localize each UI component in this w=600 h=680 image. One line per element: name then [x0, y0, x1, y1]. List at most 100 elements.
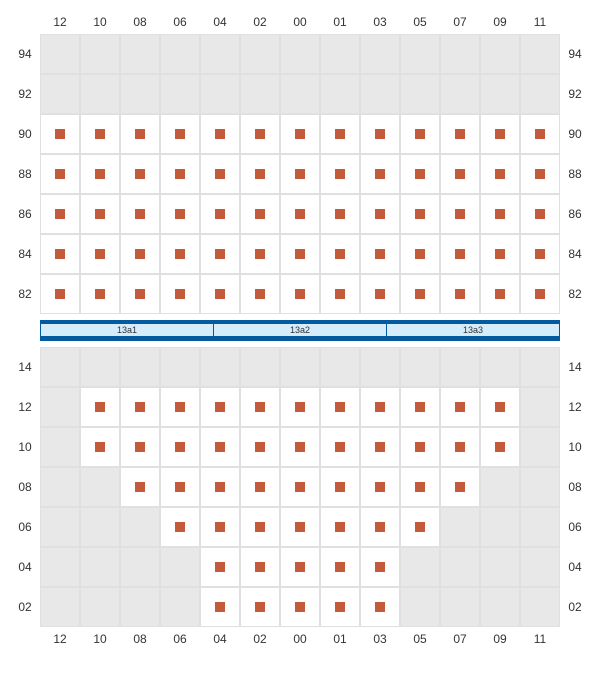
slot-occupied[interactable]	[480, 427, 520, 467]
slot-occupied[interactable]	[320, 274, 360, 314]
slot-occupied[interactable]	[240, 507, 280, 547]
slot-occupied[interactable]	[480, 154, 520, 194]
slot-empty[interactable]	[480, 507, 520, 547]
slot-empty[interactable]	[200, 74, 240, 114]
slot-occupied[interactable]	[440, 427, 480, 467]
slot-occupied[interactable]	[400, 427, 440, 467]
slot-empty[interactable]	[440, 587, 480, 627]
slot-occupied[interactable]	[80, 194, 120, 234]
slot-occupied[interactable]	[240, 114, 280, 154]
slot-occupied[interactable]	[80, 387, 120, 427]
slot-occupied[interactable]	[400, 507, 440, 547]
slot-empty[interactable]	[400, 547, 440, 587]
slot-occupied[interactable]	[320, 467, 360, 507]
slot-empty[interactable]	[160, 547, 200, 587]
slot-occupied[interactable]	[320, 547, 360, 587]
slot-occupied[interactable]	[440, 154, 480, 194]
slot-empty[interactable]	[120, 507, 160, 547]
slot-occupied[interactable]	[400, 114, 440, 154]
slot-empty[interactable]	[80, 34, 120, 74]
slot-occupied[interactable]	[520, 194, 560, 234]
slot-occupied[interactable]	[320, 234, 360, 274]
slot-empty[interactable]	[40, 587, 80, 627]
slot-empty[interactable]	[360, 34, 400, 74]
slot-empty[interactable]	[520, 387, 560, 427]
slot-empty[interactable]	[480, 347, 520, 387]
slot-empty[interactable]	[240, 347, 280, 387]
slot-empty[interactable]	[280, 34, 320, 74]
slot-occupied[interactable]	[480, 194, 520, 234]
slot-occupied[interactable]	[360, 587, 400, 627]
slot-empty[interactable]	[80, 587, 120, 627]
slot-empty[interactable]	[160, 347, 200, 387]
slot-occupied[interactable]	[40, 274, 80, 314]
slot-occupied[interactable]	[120, 234, 160, 274]
slot-empty[interactable]	[40, 427, 80, 467]
slot-empty[interactable]	[160, 74, 200, 114]
slot-empty[interactable]	[40, 467, 80, 507]
slot-occupied[interactable]	[360, 547, 400, 587]
slot-occupied[interactable]	[240, 194, 280, 234]
slot-empty[interactable]	[120, 547, 160, 587]
slot-empty[interactable]	[520, 347, 560, 387]
slot-empty[interactable]	[360, 347, 400, 387]
slot-empty[interactable]	[40, 387, 80, 427]
slot-empty[interactable]	[40, 507, 80, 547]
slot-occupied[interactable]	[80, 427, 120, 467]
slot-empty[interactable]	[520, 587, 560, 627]
slot-occupied[interactable]	[240, 467, 280, 507]
slot-occupied[interactable]	[280, 467, 320, 507]
slot-empty[interactable]	[440, 74, 480, 114]
slot-occupied[interactable]	[400, 194, 440, 234]
slot-occupied[interactable]	[400, 467, 440, 507]
slot-occupied[interactable]	[40, 234, 80, 274]
slot-empty[interactable]	[520, 467, 560, 507]
slot-occupied[interactable]	[320, 114, 360, 154]
slot-occupied[interactable]	[160, 114, 200, 154]
slot-empty[interactable]	[120, 587, 160, 627]
slot-occupied[interactable]	[120, 427, 160, 467]
slot-occupied[interactable]	[440, 274, 480, 314]
slot-empty[interactable]	[480, 547, 520, 587]
slot-empty[interactable]	[400, 587, 440, 627]
slot-occupied[interactable]	[280, 547, 320, 587]
slot-occupied[interactable]	[160, 507, 200, 547]
slot-empty[interactable]	[200, 34, 240, 74]
slot-occupied[interactable]	[240, 427, 280, 467]
slot-occupied[interactable]	[520, 274, 560, 314]
slot-empty[interactable]	[520, 547, 560, 587]
slot-empty[interactable]	[240, 74, 280, 114]
slot-empty[interactable]	[40, 74, 80, 114]
slot-occupied[interactable]	[160, 427, 200, 467]
slot-empty[interactable]	[160, 34, 200, 74]
slot-empty[interactable]	[120, 347, 160, 387]
slot-occupied[interactable]	[160, 194, 200, 234]
slot-empty[interactable]	[80, 507, 120, 547]
slot-occupied[interactable]	[320, 427, 360, 467]
slot-occupied[interactable]	[440, 114, 480, 154]
slot-occupied[interactable]	[120, 387, 160, 427]
slot-empty[interactable]	[520, 507, 560, 547]
slot-empty[interactable]	[480, 587, 520, 627]
slot-occupied[interactable]	[280, 194, 320, 234]
slot-occupied[interactable]	[480, 387, 520, 427]
slot-empty[interactable]	[320, 74, 360, 114]
slot-occupied[interactable]	[320, 387, 360, 427]
slot-occupied[interactable]	[200, 154, 240, 194]
slot-occupied[interactable]	[360, 427, 400, 467]
slot-empty[interactable]	[320, 347, 360, 387]
slot-occupied[interactable]	[200, 274, 240, 314]
slot-empty[interactable]	[480, 467, 520, 507]
slot-occupied[interactable]	[160, 274, 200, 314]
slot-occupied[interactable]	[280, 234, 320, 274]
slot-occupied[interactable]	[280, 274, 320, 314]
slot-occupied[interactable]	[200, 387, 240, 427]
slot-occupied[interactable]	[160, 467, 200, 507]
slot-occupied[interactable]	[480, 234, 520, 274]
slot-empty[interactable]	[80, 467, 120, 507]
slot-occupied[interactable]	[120, 467, 160, 507]
slot-occupied[interactable]	[320, 587, 360, 627]
slot-occupied[interactable]	[280, 387, 320, 427]
slot-occupied[interactable]	[200, 507, 240, 547]
slot-occupied[interactable]	[160, 234, 200, 274]
